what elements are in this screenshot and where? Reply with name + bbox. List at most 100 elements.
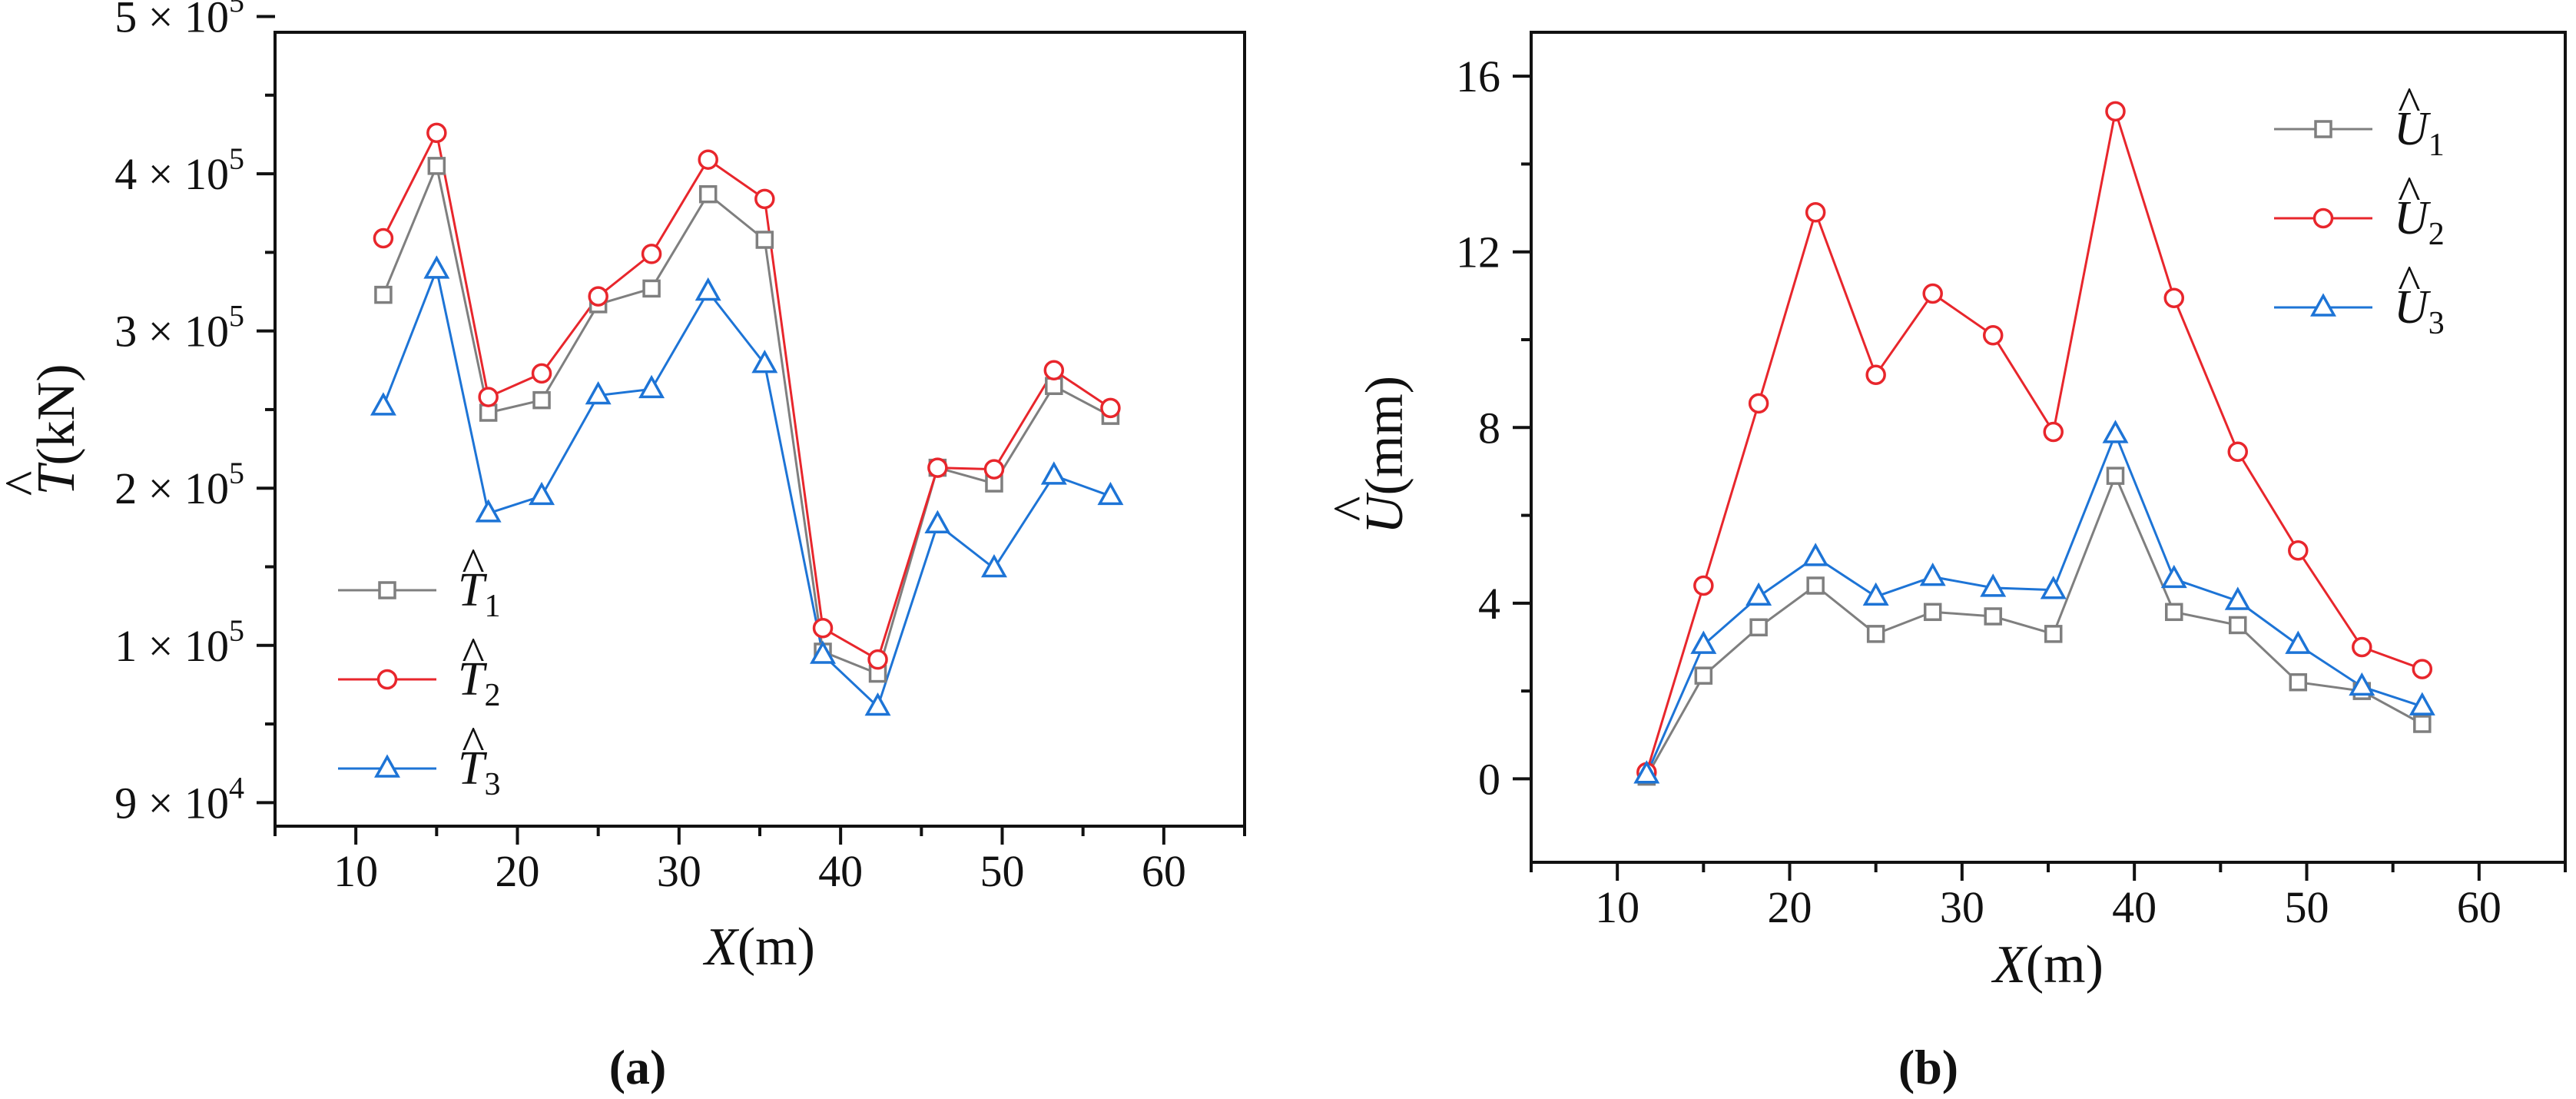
series-line-square [1645, 473, 2423, 778]
data-point-triangle [1097, 481, 1124, 506]
data-point-triangle [1633, 760, 1660, 784]
data-point-circle [1693, 575, 1714, 596]
y-tick-mantissa: 5 × 10 [114, 0, 229, 42]
series-line-triangle [1645, 430, 2423, 775]
y-axis-title-unit: (mm) [1355, 376, 1414, 496]
legend-symbol: U [2394, 281, 2432, 334]
data-point-square [2106, 466, 2125, 485]
data-point-triangle [924, 510, 951, 534]
y-tick-exponent: 5 [229, 0, 244, 19]
data-point-triangle [370, 392, 396, 416]
data-point-triangle [1862, 582, 1889, 606]
legend-label: T2 [458, 653, 500, 713]
legend-subscript: 1 [2428, 128, 2445, 163]
data-point-square [1045, 377, 1063, 395]
data-point-circle [2163, 287, 2185, 308]
data-point-circle [1805, 202, 1826, 223]
y-axis-title-group: U(mm)^ [1323, 376, 1414, 534]
data-point-triangle [475, 499, 502, 523]
data-point-circle [588, 286, 608, 307]
y-tick-exponent: 5 [229, 456, 244, 490]
y-axis-title-hat: ^ [1323, 496, 1382, 522]
legend-hat: ^ [2398, 168, 2420, 220]
legend-symbol: T [458, 742, 488, 795]
y-tick-text: 16 [1456, 51, 1500, 101]
x-axis-title: X(m) [1991, 935, 2104, 994]
y-tick-exponent: 4 [229, 770, 244, 805]
data-point-circle [1982, 325, 2004, 346]
data-point-triangle [810, 640, 837, 664]
data-point-triangle [2040, 576, 2067, 599]
y-axis-title: U(mm) [1355, 376, 1414, 534]
data-point-circle [426, 122, 447, 144]
legend-symbol: T [458, 653, 488, 706]
legend-symbol: T [458, 564, 488, 616]
y-tick-label: 2 × 105 [114, 456, 244, 513]
y-axis-title-unit: (kN) [27, 364, 86, 465]
data-point-circle [2105, 101, 2126, 122]
legend-label: U3 [2394, 281, 2445, 341]
data-point-triangle [2224, 586, 2251, 610]
y-axis-title-var: U [1355, 492, 1414, 534]
data-point-square [755, 231, 774, 249]
series-line-triangle [382, 265, 1111, 709]
subfigure-paren: ( [1898, 1040, 1915, 1094]
data-point-circle [2288, 540, 2309, 561]
y-axis-title-hat: ^ [0, 471, 54, 496]
subfigure-label: (b) [1898, 1040, 1958, 1094]
data-point-triangle [695, 277, 721, 301]
legend-label: U1 [2394, 103, 2445, 163]
data-point-square [2413, 715, 2432, 733]
data-point-triangle [2285, 630, 2312, 654]
data-point-triangle [2102, 420, 2129, 443]
data-point-triangle [2409, 692, 2435, 716]
y-tick-text: 12 [1456, 227, 1500, 277]
data-point-triangle [638, 374, 665, 399]
y-tick-label: 1 × 105 [114, 613, 244, 671]
y-tick-label: 8 [1478, 403, 1500, 453]
data-point-square [374, 285, 393, 304]
y-tick-exponent: 5 [229, 613, 244, 648]
legend-subscript: 2 [484, 678, 500, 713]
data-point-square [1749, 618, 1768, 637]
legend-hat: ^ [462, 629, 484, 681]
legend-subscript: 1 [484, 589, 500, 624]
y-tick-text: 4 [1478, 579, 1500, 629]
x-tick-label: 40 [2112, 882, 2157, 932]
data-point-square [532, 390, 551, 410]
legend-subscript: 3 [484, 767, 500, 802]
data-point-circle [2227, 441, 2249, 462]
data-point-square [2289, 672, 2308, 692]
data-point-triangle [2349, 672, 2375, 696]
subfigure-label: (a) [609, 1040, 667, 1094]
legend-label: T1 [458, 564, 500, 624]
data-point-circle [478, 387, 499, 407]
x-tick-label: 60 [1142, 846, 1186, 896]
legend-marker [2312, 208, 2334, 229]
legend-marker [378, 581, 396, 599]
data-point-square [479, 403, 498, 422]
y-tick-mantissa: 3 × 10 [114, 307, 229, 357]
legend-marker [2314, 120, 2332, 138]
x-tick-label: 50 [2285, 882, 2329, 932]
y-tick-label: 5 × 105 [114, 0, 244, 42]
data-point-triangle [1919, 562, 1946, 586]
data-point-triangle [751, 350, 778, 374]
legend-label: T3 [458, 742, 500, 802]
data-point-circle [1922, 283, 1943, 304]
data-point-circle [373, 227, 394, 249]
data-point-square [2165, 603, 2183, 622]
legend-marker [374, 754, 400, 778]
data-point-triangle [529, 481, 555, 506]
data-point-circle [641, 244, 662, 264]
data-point-square [1984, 607, 2002, 626]
legend-subscript: 2 [2428, 217, 2445, 252]
data-point-circle [1100, 397, 1121, 419]
x-tick-label: 30 [1940, 882, 1984, 932]
x-axis-title-unit: (m) [2026, 935, 2104, 994]
legend-subscript: 3 [2428, 306, 2445, 341]
subfigure-paren: ( [609, 1040, 625, 1094]
data-point-circle [983, 459, 1005, 480]
